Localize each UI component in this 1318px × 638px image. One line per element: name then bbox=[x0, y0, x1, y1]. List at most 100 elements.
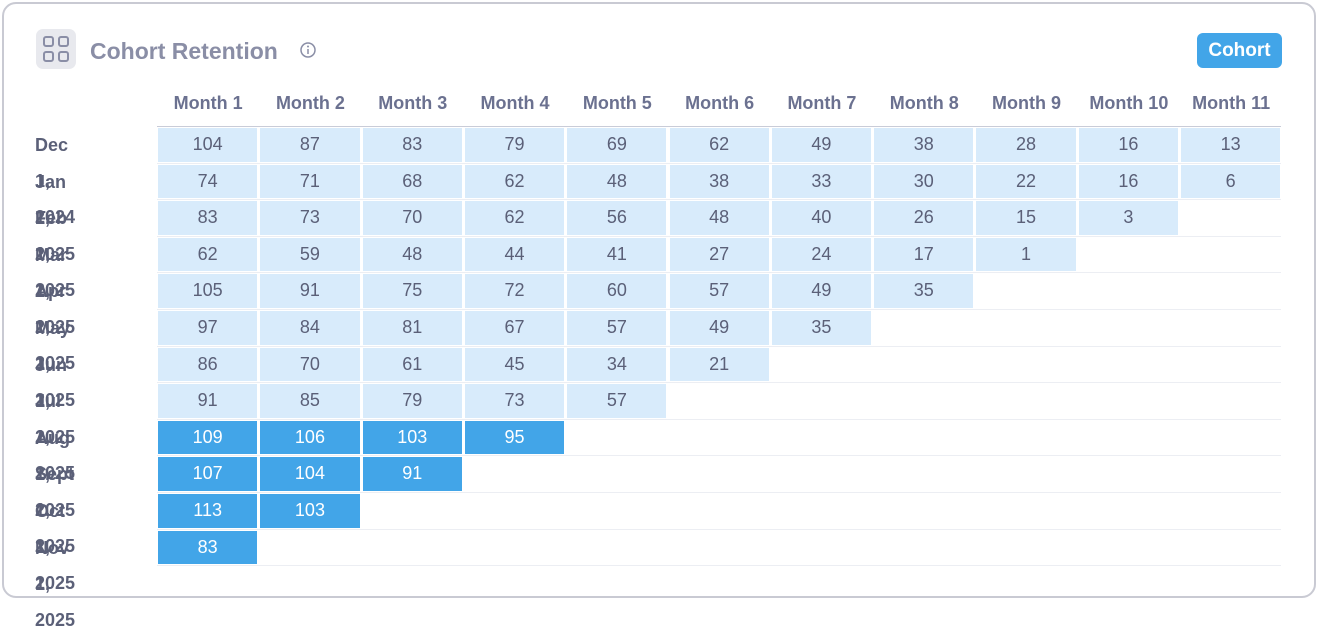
cell: 113 bbox=[158, 494, 258, 528]
cell: 30 bbox=[874, 164, 974, 199]
cell: 103 bbox=[362, 420, 462, 455]
cell: 106 bbox=[260, 420, 360, 455]
cohort-button[interactable]: Cohort bbox=[1197, 33, 1282, 68]
cell: 74 bbox=[158, 164, 258, 199]
cell: 83 bbox=[362, 128, 462, 162]
cell: 85 bbox=[260, 384, 360, 418]
cell: 16 bbox=[1078, 164, 1178, 199]
cell: 3 bbox=[1078, 201, 1178, 235]
cell: 91 bbox=[158, 384, 258, 418]
cell: 48 bbox=[567, 164, 667, 199]
row-separator bbox=[157, 565, 1281, 567]
cell: 71 bbox=[260, 164, 360, 199]
cell: 109 bbox=[158, 420, 258, 455]
column-header: Month 7 bbox=[787, 93, 857, 113]
row-label: Jun 1, 2025 bbox=[35, 354, 76, 447]
cell: 83 bbox=[158, 530, 258, 565]
info-icon[interactable] bbox=[299, 41, 317, 59]
cell: 104 bbox=[158, 128, 258, 162]
cell: 24 bbox=[771, 237, 872, 272]
row-label: Oct 1, 2025 bbox=[35, 501, 76, 593]
row-label: Jan 1, 2025 bbox=[35, 171, 76, 264]
cell: 68 bbox=[362, 164, 462, 199]
title: Cohort Retention bbox=[90, 38, 278, 64]
cell: 75 bbox=[362, 274, 462, 308]
cell: 70 bbox=[260, 347, 360, 382]
row-label: May 1, 2025 bbox=[35, 318, 76, 410]
cell: 40 bbox=[771, 201, 872, 235]
cell: 48 bbox=[669, 201, 769, 235]
cell: 87 bbox=[260, 128, 360, 162]
row-separator bbox=[157, 309, 1281, 310]
cell: 38 bbox=[874, 128, 974, 162]
column-header: Month 5 bbox=[582, 93, 652, 113]
cell: 91 bbox=[260, 274, 360, 308]
column-header: Month 6 bbox=[685, 93, 755, 113]
cell: 103 bbox=[260, 494, 360, 528]
column-header: Month 10 bbox=[1089, 93, 1169, 113]
cell: 38 bbox=[669, 164, 769, 199]
cell: 105 bbox=[158, 274, 258, 308]
cell: 15 bbox=[976, 201, 1076, 235]
cell: 49 bbox=[771, 128, 872, 162]
row-separator bbox=[157, 162, 1281, 164]
cell: 69 bbox=[567, 128, 667, 162]
cell: 17 bbox=[874, 237, 974, 272]
row-separator bbox=[157, 382, 1281, 384]
cell: 91 bbox=[362, 457, 462, 491]
cell: 1 bbox=[976, 237, 1076, 272]
cell: 49 bbox=[771, 274, 872, 308]
row-label: Feb 1, 2025 bbox=[35, 208, 76, 301]
row-label: Jul 1, 2025 bbox=[35, 391, 76, 484]
cell: 70 bbox=[362, 201, 462, 235]
column-header: Month 11 bbox=[1192, 93, 1271, 113]
cell: 67 bbox=[464, 311, 565, 345]
cell: 107 bbox=[158, 457, 258, 491]
cell: 79 bbox=[362, 384, 462, 418]
column-header: Month 8 bbox=[889, 93, 959, 113]
cell: 73 bbox=[260, 201, 360, 235]
cell: 35 bbox=[874, 274, 974, 308]
row-label: Sept 1, 2025 bbox=[35, 464, 76, 557]
column-header: Month 9 bbox=[992, 93, 1062, 113]
row-separator bbox=[157, 528, 1281, 530]
cell: 59 bbox=[260, 237, 360, 272]
row-label: Dec 1, 2024 bbox=[35, 135, 76, 227]
cell: 49 bbox=[669, 311, 769, 345]
row-label: Aug 1, 2025 bbox=[35, 427, 76, 520]
cell: 28 bbox=[976, 128, 1076, 162]
column-header: Month 2 bbox=[275, 93, 345, 113]
cell: 62 bbox=[669, 128, 769, 162]
header-line bbox=[157, 126, 1281, 127]
row-label: Mar 1, 2025 bbox=[35, 244, 76, 337]
cell: 45 bbox=[464, 347, 565, 382]
cell: 44 bbox=[464, 237, 565, 272]
cell: 57 bbox=[567, 384, 667, 418]
cell: 97 bbox=[158, 311, 258, 345]
cell: 26 bbox=[874, 201, 974, 235]
cell: 73 bbox=[464, 384, 565, 418]
cell: 61 bbox=[362, 347, 462, 382]
cell: 35 bbox=[771, 311, 872, 345]
row-label: Apr 1, 2025 bbox=[35, 281, 76, 374]
cell: 86 bbox=[158, 347, 258, 382]
cell: 13 bbox=[1181, 128, 1281, 162]
cell: 48 bbox=[362, 237, 462, 272]
widget-icon bbox=[36, 29, 76, 69]
cell: 57 bbox=[567, 311, 667, 345]
cell: 104 bbox=[260, 457, 360, 491]
column-header: Month 1 bbox=[173, 93, 243, 113]
cell: 72 bbox=[464, 274, 565, 308]
cell: 62 bbox=[158, 237, 258, 272]
cell: 95 bbox=[464, 420, 565, 455]
row-label: Nov 1, 2025 bbox=[35, 537, 76, 630]
row-separator bbox=[157, 345, 1281, 347]
row-separator bbox=[157, 455, 1281, 457]
cell: 83 bbox=[158, 201, 258, 235]
cell: 62 bbox=[464, 164, 565, 199]
row-separator bbox=[157, 199, 1281, 201]
cell: 34 bbox=[567, 347, 667, 382]
column-header: Month 3 bbox=[378, 93, 448, 113]
row-separator bbox=[157, 492, 1281, 493]
